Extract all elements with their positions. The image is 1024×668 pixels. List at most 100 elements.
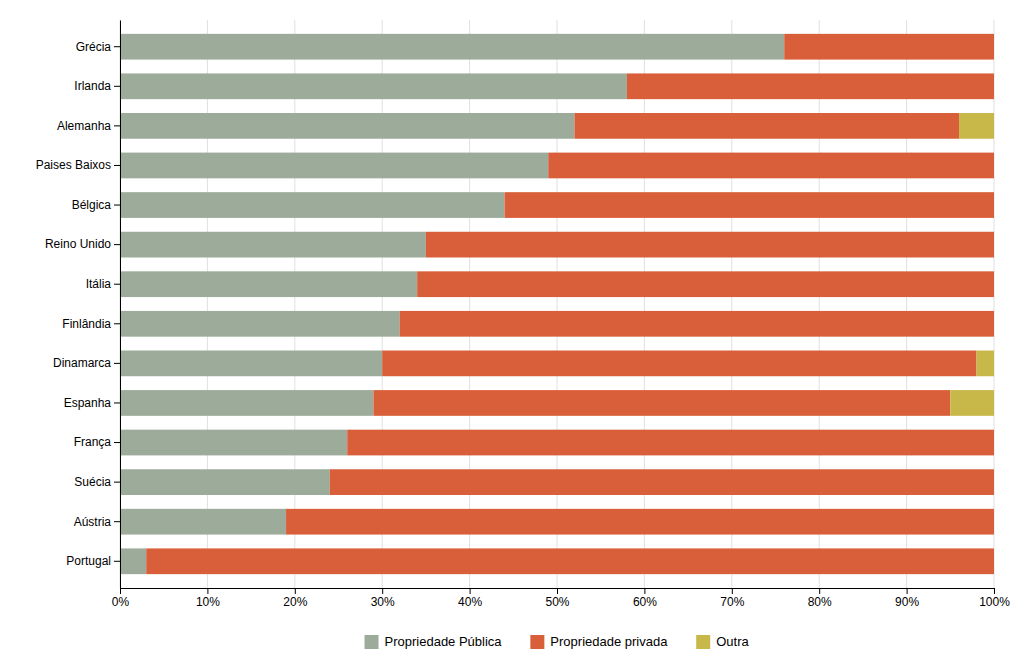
tick: França [74,435,120,449]
tick-mark [994,588,995,594]
tick-mark [470,588,471,594]
legend-swatch [365,635,379,649]
grid-line [819,20,820,588]
x-axis: 0%10%20%30%40%50%60%70%80%90%100% [112,588,1010,609]
bar [977,351,994,377]
bar [994,311,995,337]
tick-mark [644,588,645,594]
bar [120,232,426,258]
legend-swatch [530,635,544,649]
bar [505,192,994,218]
grid-line [644,20,645,588]
tick-label: 10% [196,595,220,609]
tick: Suécia [74,475,120,489]
axis-line [120,21,121,589]
tick-label: Finlândia [62,317,111,331]
bar [994,469,995,495]
tick-mark [114,561,120,562]
tick-mark [114,521,120,522]
tick-label: Paises Baixos [36,158,111,172]
bar [627,73,994,99]
tick-mark [114,165,120,166]
bar [120,113,574,139]
bar [574,113,959,139]
tick-mark [114,125,120,126]
tick: 30% [371,588,395,609]
tick: Aústria [74,515,120,529]
bar [994,34,995,60]
grid-line [994,20,995,588]
tick-mark [120,588,121,594]
legend: Propriedade Pública Propriedade privada Ou… [365,634,750,649]
tick-label: Reino Unido [45,237,111,251]
tick-label: Portugal [66,554,111,568]
bar [784,34,994,60]
tick-label: Aústria [74,515,112,529]
tick-mark [819,588,820,594]
tick-label: Irlanda [74,79,111,93]
y-axis: GréciaIrlandaAlemanhaPaises BaixosBélgic… [36,21,121,589]
legend-item: Outra [696,634,749,649]
tick-mark [557,588,558,594]
bar [950,390,994,416]
tick-mark [114,482,120,483]
bar [548,153,994,179]
plot: 0%10%20%30%40%50%60%70%80%90%100%GréciaI… [36,20,1011,609]
bar [347,430,994,456]
tick-label: 90% [895,595,919,609]
tick-label: 0% [112,595,130,609]
tick-label: Espanha [64,396,112,410]
tick-label: França [74,435,112,449]
grid-line [120,20,121,588]
bar [959,113,994,139]
tick: Bélgica [72,198,120,212]
tick-label: 70% [720,595,744,609]
tick-label: Dinamarca [53,356,111,370]
grid-line [469,20,470,588]
bar [994,509,995,535]
bar [120,34,784,60]
tick-mark [114,244,120,245]
bar [120,73,627,99]
bar [382,351,976,377]
tick: 90% [895,588,919,609]
tick-mark [732,588,733,594]
bar [994,153,995,179]
grid-line [207,20,208,588]
tick: Finlândia [62,317,120,331]
bars [120,34,994,574]
bar [994,430,995,456]
tick: Irlanda [74,79,120,93]
tick-mark [114,323,120,324]
bar [120,351,382,377]
tick-label: 100% [979,595,1010,609]
chart: 0%10%20%30%40%50%60%70%80%90%100%GréciaI… [0,0,1024,668]
bar [120,469,330,495]
bar [120,311,400,337]
tick-label: 40% [458,595,482,609]
bar [994,232,995,258]
tick-mark [114,205,120,206]
bar [120,192,505,218]
tick-mark [114,402,120,403]
tick: Grécia [76,40,120,54]
tick-mark [382,588,383,594]
axis-line [121,589,995,595]
tick-mark [114,363,120,364]
tick: Paises Baixos [36,158,120,172]
legend-label: Propriedade privada [550,634,668,649]
tick-mark [114,86,120,87]
legend-item: Propriedade Pública [365,634,503,649]
tick-label: 20% [283,595,307,609]
tick-mark [207,588,208,594]
bar [994,271,995,297]
tick: 70% [720,588,744,609]
bar [120,271,417,297]
tick-mark [295,588,296,594]
grid-line [294,20,295,588]
tick-label: Bélgica [72,198,112,212]
bar [426,232,994,258]
bar [330,469,994,495]
bar [120,153,548,179]
tick: Itália [86,277,120,291]
